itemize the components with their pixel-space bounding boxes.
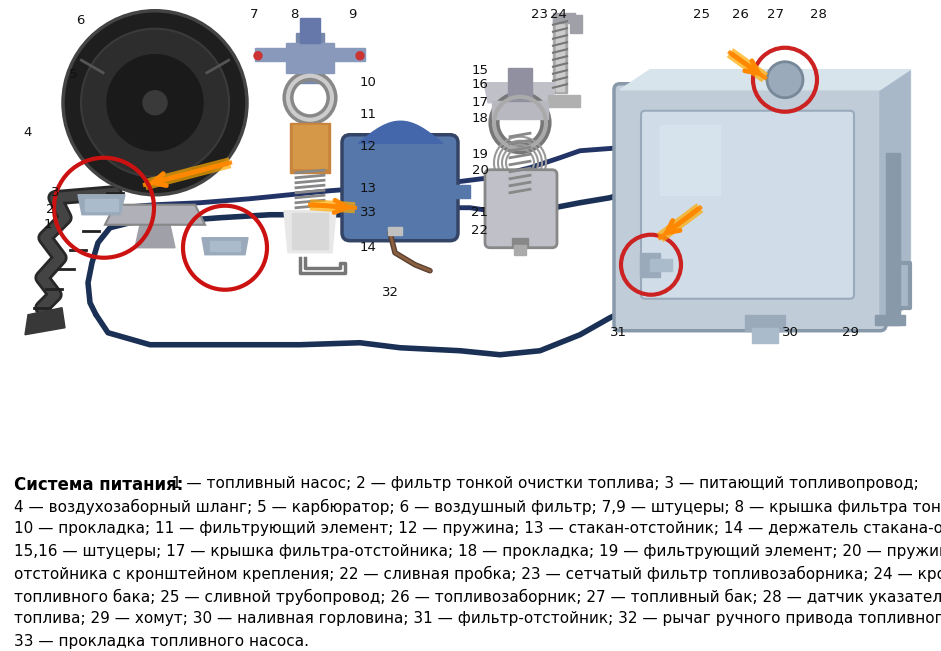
FancyBboxPatch shape xyxy=(342,135,458,241)
Polygon shape xyxy=(255,48,295,61)
Text: 31: 31 xyxy=(610,326,627,339)
Text: 15,16 — штуцеры; 17 — крышка фильтра-отстойника; 18 — прокладка; 19 — фильтрующи: 15,16 — штуцеры; 17 — крышка фильтра-отс… xyxy=(14,544,941,559)
Text: 25: 25 xyxy=(694,8,710,21)
Text: 16: 16 xyxy=(471,78,488,91)
Polygon shape xyxy=(492,101,548,118)
Polygon shape xyxy=(752,327,778,342)
Text: 9: 9 xyxy=(348,8,357,21)
Polygon shape xyxy=(640,253,660,277)
Polygon shape xyxy=(78,195,125,215)
Text: Система питания:: Система питания: xyxy=(14,477,183,495)
Polygon shape xyxy=(886,153,900,325)
Polygon shape xyxy=(290,123,330,173)
Text: 3: 3 xyxy=(51,186,59,199)
Polygon shape xyxy=(210,241,240,251)
Polygon shape xyxy=(105,204,205,225)
Text: 23: 23 xyxy=(532,8,549,21)
Polygon shape xyxy=(286,43,334,73)
Text: 4 — воздухозаборный шланг; 5 — карбюратор; 6 — воздушный фильтр; 7,9 — штуцеры; : 4 — воздухозаборный шланг; 5 — карбюрато… xyxy=(14,499,941,515)
Polygon shape xyxy=(745,314,785,331)
Text: 14: 14 xyxy=(359,242,376,255)
Polygon shape xyxy=(325,48,365,61)
Text: 32: 32 xyxy=(381,286,398,299)
Text: 29: 29 xyxy=(841,326,858,339)
Polygon shape xyxy=(512,238,528,247)
Text: 30: 30 xyxy=(782,326,798,339)
Text: 4: 4 xyxy=(24,126,32,139)
Polygon shape xyxy=(508,68,532,101)
Text: 33 — прокладка топливного насоса.: 33 — прокладка топливного насоса. xyxy=(14,633,309,648)
Text: топливного бака; 25 — сливной трубопровод; 26 — топливозаборник; 27 — топливный : топливного бака; 25 — сливной трубопрово… xyxy=(14,589,941,605)
Polygon shape xyxy=(548,95,580,107)
Text: 2: 2 xyxy=(46,203,55,216)
Polygon shape xyxy=(660,125,720,195)
Text: 24: 24 xyxy=(550,8,566,21)
Polygon shape xyxy=(388,227,402,235)
Polygon shape xyxy=(202,238,248,255)
Text: 33: 33 xyxy=(359,206,376,219)
Text: 27: 27 xyxy=(768,8,785,21)
FancyBboxPatch shape xyxy=(614,84,886,331)
Circle shape xyxy=(63,10,247,195)
Polygon shape xyxy=(768,70,802,90)
Polygon shape xyxy=(553,13,575,23)
Text: 13: 13 xyxy=(359,182,376,195)
Polygon shape xyxy=(570,15,582,33)
Polygon shape xyxy=(450,185,470,198)
Text: 5: 5 xyxy=(69,68,77,81)
Text: 26: 26 xyxy=(731,8,748,21)
Text: 28: 28 xyxy=(809,8,826,21)
Polygon shape xyxy=(292,213,328,249)
Circle shape xyxy=(767,62,803,98)
Polygon shape xyxy=(135,225,175,248)
Polygon shape xyxy=(293,125,327,168)
Circle shape xyxy=(107,55,203,151)
Text: топлива; 29 — хомут; 30 — наливная горловина; 31 — фильтр-отстойник; 32 — рычаг : топлива; 29 — хомут; 30 — наливная горло… xyxy=(14,611,941,626)
Polygon shape xyxy=(875,314,905,325)
Circle shape xyxy=(143,90,167,115)
Polygon shape xyxy=(880,70,910,325)
Text: 21: 21 xyxy=(471,206,488,219)
Text: 11: 11 xyxy=(359,108,376,121)
Polygon shape xyxy=(514,245,526,255)
Circle shape xyxy=(254,51,262,60)
Text: 19: 19 xyxy=(471,148,488,161)
Polygon shape xyxy=(85,199,118,211)
Text: 10: 10 xyxy=(359,76,376,89)
Circle shape xyxy=(81,29,229,176)
Polygon shape xyxy=(553,15,567,92)
Text: отстойника с кронштейном крепления; 22 — сливная пробка; 23 — сетчатый фильтр то: отстойника с кронштейном крепления; 22 —… xyxy=(14,566,941,583)
Text: 1: 1 xyxy=(43,218,53,231)
Polygon shape xyxy=(484,83,556,103)
Polygon shape xyxy=(556,17,564,90)
Text: 22: 22 xyxy=(471,224,488,237)
Circle shape xyxy=(356,51,364,60)
Text: 17: 17 xyxy=(471,96,488,109)
Text: 6: 6 xyxy=(76,14,84,27)
Polygon shape xyxy=(650,258,672,271)
Polygon shape xyxy=(300,18,320,43)
Text: 7: 7 xyxy=(249,8,258,21)
FancyBboxPatch shape xyxy=(485,170,557,248)
Polygon shape xyxy=(650,70,910,305)
Text: 12: 12 xyxy=(359,140,376,153)
Polygon shape xyxy=(620,70,910,90)
Text: 8: 8 xyxy=(290,8,298,21)
Text: 20: 20 xyxy=(471,164,488,177)
Text: 10 — прокладка; 11 — фильтрующий элемент; 12 — пружина; 13 — стакан-отстойник; 1: 10 — прокладка; 11 — фильтрующий элемент… xyxy=(14,521,941,536)
FancyBboxPatch shape xyxy=(641,111,854,299)
Text: 18: 18 xyxy=(471,112,488,125)
Text: 1 — топливный насос; 2 — фильтр тонкой очистки топлива; 3 — питающий топливопров: 1 — топливный насос; 2 — фильтр тонкой о… xyxy=(167,477,918,492)
Text: 15: 15 xyxy=(471,64,488,77)
Polygon shape xyxy=(284,211,336,253)
Polygon shape xyxy=(25,308,65,335)
Polygon shape xyxy=(296,33,324,83)
